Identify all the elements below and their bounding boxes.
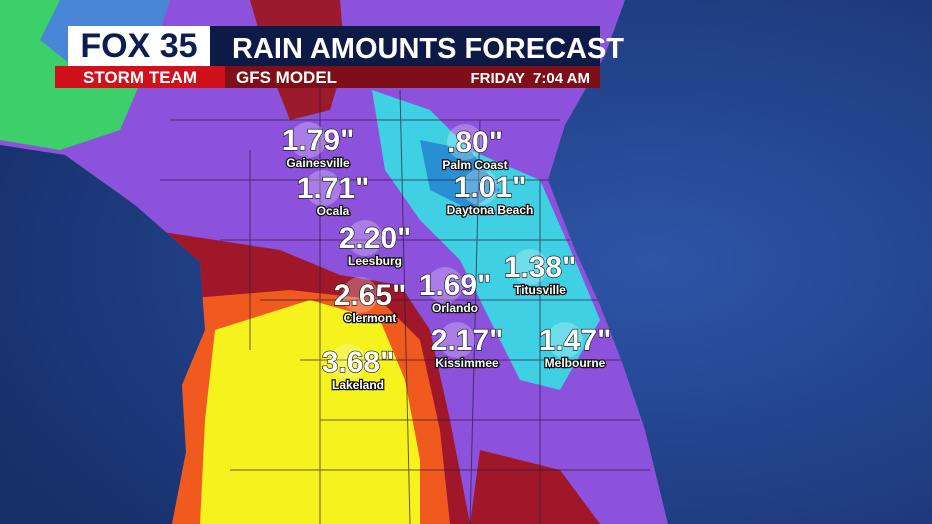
rain-amount: 3.68" bbox=[322, 346, 395, 379]
city-name: Daytona Beach bbox=[447, 203, 534, 217]
city-name: Kissimmee bbox=[435, 356, 499, 370]
rain-amount: 1.01" bbox=[454, 171, 527, 204]
glow bbox=[305, 170, 341, 206]
rain-amount: 1.69" bbox=[419, 269, 492, 302]
city-name: Orlando bbox=[432, 301, 478, 315]
subtitle: GFS MODEL bbox=[236, 68, 337, 87]
glow bbox=[512, 249, 548, 285]
city-name: Leesburg bbox=[348, 254, 402, 268]
rain-amount: 1.79" bbox=[282, 124, 355, 157]
city-name: Lakeland bbox=[332, 378, 384, 392]
rain-amount: 1.71" bbox=[297, 172, 370, 205]
glow bbox=[347, 220, 383, 256]
city-name: Ocala bbox=[317, 204, 350, 218]
glow bbox=[447, 124, 483, 160]
logo-box bbox=[68, 26, 210, 66]
city-name: Palm Coast bbox=[442, 158, 507, 172]
rain-amount: 2.17" bbox=[431, 324, 504, 357]
title: RAIN AMOUNTS FORECAST bbox=[232, 33, 624, 65]
time: FRIDAY 7:04 AM bbox=[471, 70, 590, 87]
logo: FOX 35 bbox=[80, 27, 197, 65]
glow bbox=[330, 344, 366, 380]
city-name: Titusville bbox=[514, 283, 566, 297]
city-name: Clermont bbox=[344, 311, 397, 325]
glow bbox=[462, 169, 498, 205]
title-bar bbox=[210, 26, 600, 66]
rain-amount: 1.38" bbox=[504, 251, 577, 284]
glow bbox=[427, 267, 463, 303]
city-name: Gainesville bbox=[286, 156, 350, 170]
city-labels: 1.79"Gainesville .80"Palm Coast 1.71"Ocala… bbox=[281, 122, 612, 393]
city-name: Melbourne bbox=[545, 356, 606, 370]
glow bbox=[439, 322, 475, 358]
subtitle-bar bbox=[225, 66, 600, 88]
team-box bbox=[55, 66, 225, 88]
rain-amount: 2.20" bbox=[339, 222, 412, 255]
glow bbox=[547, 322, 583, 358]
rain-amount: .80" bbox=[447, 126, 503, 159]
team: STORM TEAM bbox=[83, 68, 197, 87]
county-lines bbox=[160, 60, 650, 524]
rain-amount: 2.65" bbox=[334, 279, 407, 312]
glow bbox=[342, 277, 378, 313]
rain-amount: 1.47" bbox=[539, 324, 612, 357]
glow bbox=[290, 122, 326, 158]
